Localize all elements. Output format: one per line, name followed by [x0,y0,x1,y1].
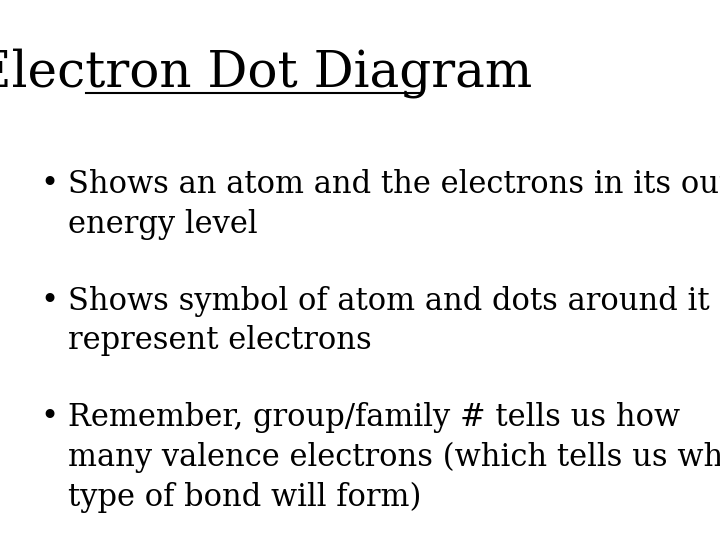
Text: Shows an atom and the electrons in its outer
energy level: Shows an atom and the electrons in its o… [68,170,720,240]
Text: •: • [40,402,58,433]
Text: •: • [40,286,58,317]
Text: •: • [40,170,58,200]
Text: Shows symbol of atom and dots around it to
represent electrons: Shows symbol of atom and dots around it … [68,286,720,356]
Text: Remember, group/family # tells us how
many valence electrons (which tells us wha: Remember, group/family # tells us how ma… [68,402,720,513]
Text: Electron Dot Diagram: Electron Dot Diagram [0,48,532,98]
